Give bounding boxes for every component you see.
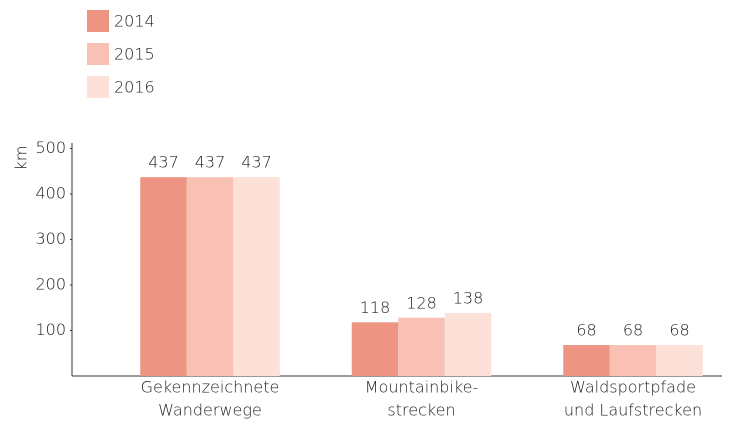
value-label: 437 [195,153,226,172]
x-tick-label: Wanderwege [158,401,262,420]
legend-label: 2014 [114,12,155,31]
x-tick-label: Mountainbike- [365,378,478,397]
legend-label: 2016 [114,78,155,97]
y-tick-label: 400 [35,184,66,203]
legend-swatch [87,76,109,98]
y-tick-label: 500 [35,138,66,157]
bar [656,345,703,376]
value-label: 437 [241,153,272,172]
bar [563,345,610,376]
x-tick-label: und Laufstrecken [564,401,702,420]
value-label: 128 [406,293,437,312]
y-axis-label: km [12,146,31,171]
y-tick-label: 200 [35,275,66,294]
bar [444,313,492,376]
x-tick-label: Waldsportpfade [570,378,696,397]
x-tick-label: strecken [387,401,455,420]
x-tick-label: Gekennzeichnete [141,378,280,397]
bar [398,317,445,376]
bar [351,322,399,376]
value-label: 118 [360,298,391,317]
bar [140,177,187,376]
value-label: 437 [148,153,179,172]
value-label: 138 [453,289,484,308]
y-tick-label: 100 [35,320,66,339]
legend-swatch [87,43,109,65]
legend-label: 2015 [114,45,155,64]
value-label: 68 [623,321,643,340]
bar [186,177,234,376]
legend-swatch [87,10,109,32]
value-label: 68 [576,321,596,340]
bar [233,177,280,376]
y-tick-label: 300 [35,229,66,248]
bar [609,345,657,376]
value-label: 68 [669,321,689,340]
